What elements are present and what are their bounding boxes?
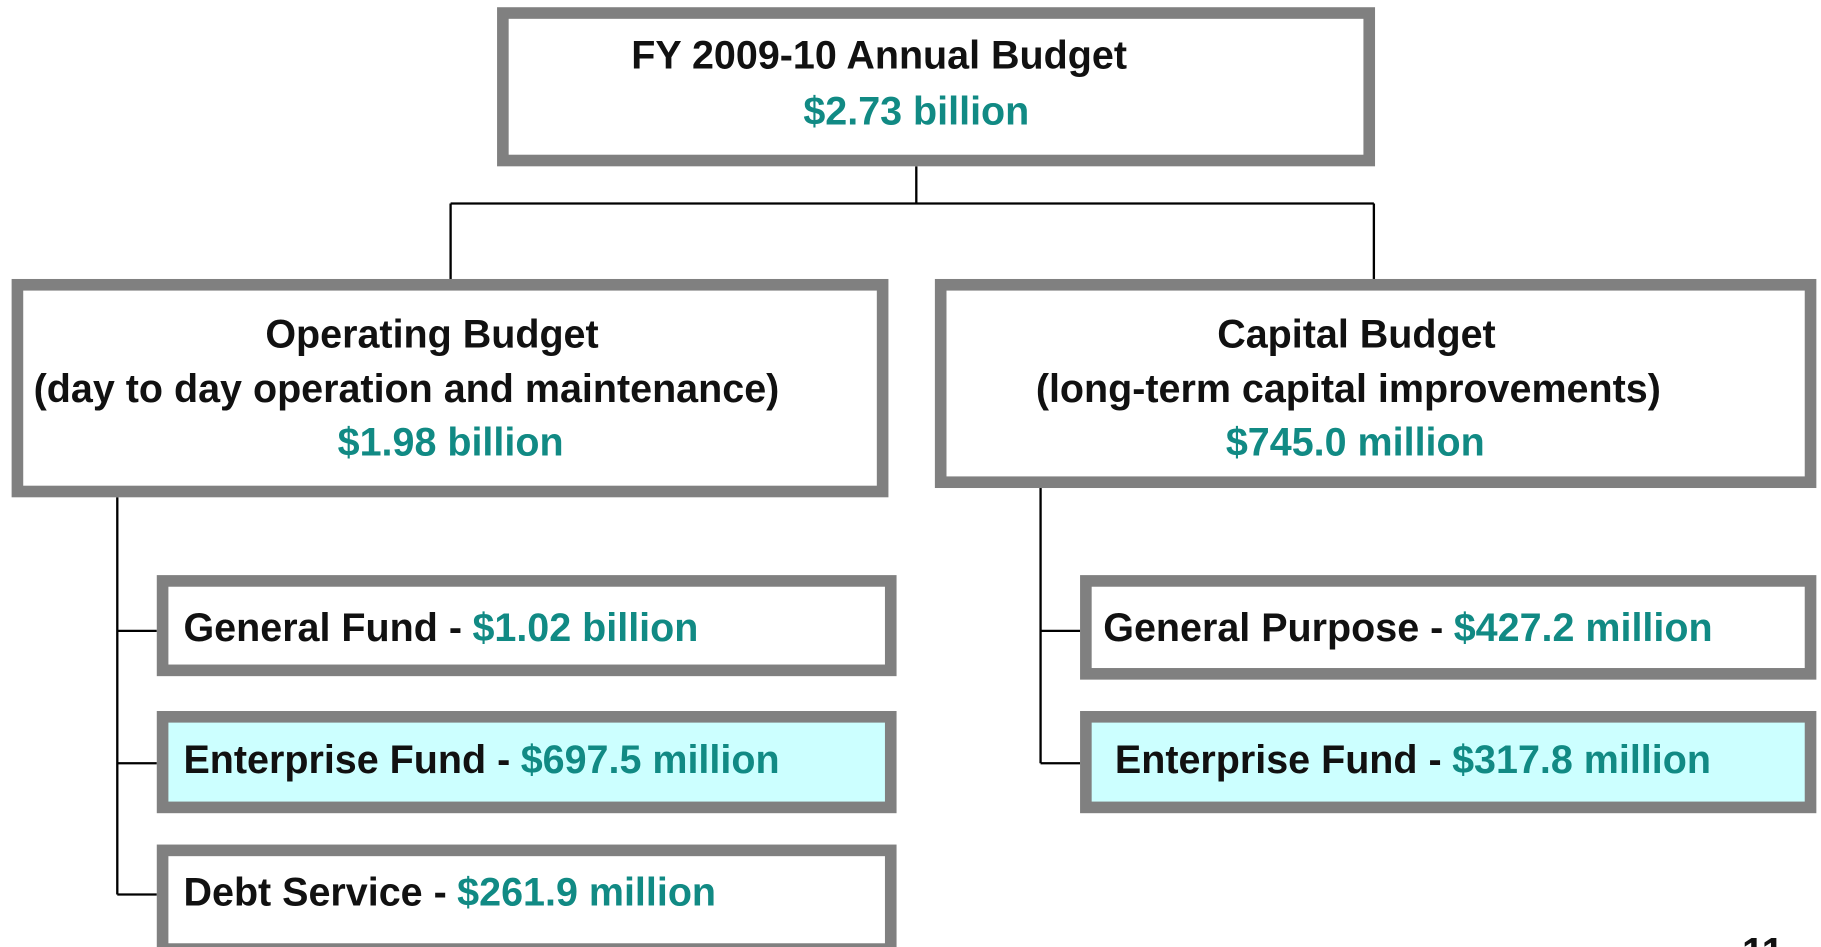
capital-connector	[1039, 488, 1081, 765]
fund-box	[1080, 710, 1817, 814]
top-connector	[449, 166, 1376, 279]
header-box	[497, 7, 1376, 167]
fund-box	[156, 575, 897, 677]
connectors	[116, 166, 1376, 896]
operating-box	[11, 278, 889, 498]
capital-box	[934, 278, 1817, 489]
fund-amount: $317.8 million	[1452, 739, 1711, 783]
fund-label: General Fund - $1.02 billion	[183, 606, 698, 650]
branch-description: (long-term capital improvements)	[1036, 367, 1661, 411]
header-amount: $2.73 billion	[803, 89, 1029, 133]
branch-amount: $1.98 billion	[338, 420, 564, 464]
page-number: 11	[1742, 930, 1784, 947]
fund-name: General Fund -	[183, 606, 462, 650]
branch-title: Capital Budget	[1217, 312, 1495, 356]
fund-name: General Purpose -	[1103, 606, 1443, 650]
fund-box	[156, 844, 897, 947]
fund-name: Debt Service -	[183, 871, 446, 915]
fund-label: Enterprise Fund - $317.8 million	[1115, 739, 1711, 783]
fund-label: General Purpose - $427.2 million	[1103, 606, 1712, 650]
header-title: FY 2009-10 Annual Budget	[631, 34, 1127, 78]
branch-description: (day to day operation and maintenance)	[34, 367, 780, 411]
branch-amount: $745.0 million	[1226, 420, 1485, 464]
fund-name: Enterprise Fund -	[183, 739, 510, 783]
fund-amount: $697.5 million	[521, 739, 780, 783]
fund-label: Debt Service - $261.9 million	[183, 871, 716, 915]
operating-connector	[116, 497, 157, 896]
fund-amount: $427.2 million	[1454, 606, 1713, 650]
branch-title: Operating Budget	[265, 312, 598, 356]
fund-name: Enterprise Fund -	[1115, 739, 1442, 783]
fund-label: Enterprise Fund - $697.5 million	[183, 739, 779, 783]
fund-amount: $1.02 billion	[472, 606, 698, 650]
fund-box	[1080, 575, 1817, 680]
fund-box	[156, 710, 897, 814]
fund-amount: $261.9 million	[457, 871, 716, 915]
